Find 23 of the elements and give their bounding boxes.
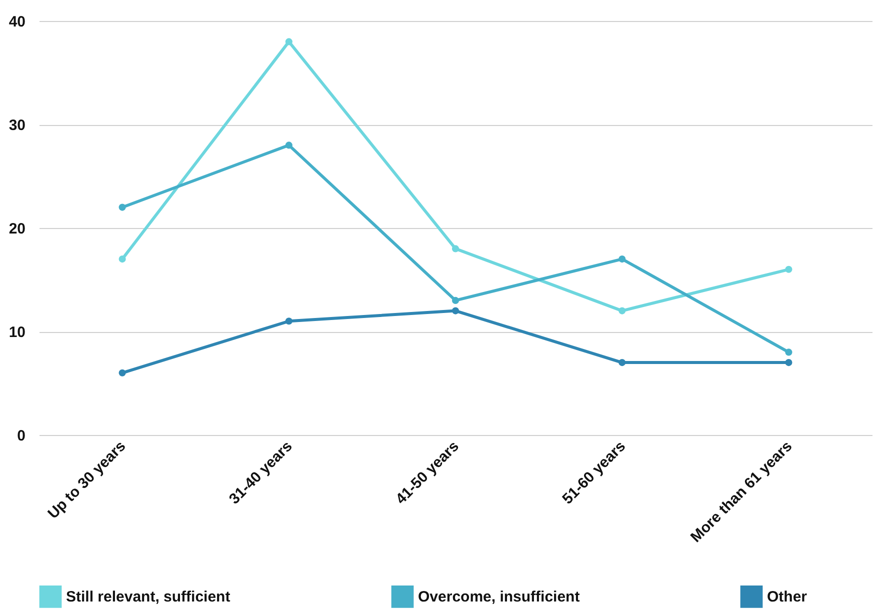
legend-label: Other: [767, 588, 808, 606]
point: [118, 204, 126, 211]
point: [285, 318, 292, 325]
point: [785, 359, 792, 366]
point: [285, 38, 292, 46]
point: [618, 307, 626, 314]
y-tick-label: 0: [17, 428, 26, 444]
y-tick-label: 40: [8, 14, 26, 30]
point: [452, 296, 460, 304]
y-tick-label: 10: [8, 324, 26, 341]
point: [618, 359, 626, 366]
point: [785, 348, 792, 356]
point: [118, 256, 126, 263]
y-tick-label: 30: [8, 117, 26, 134]
point: [452, 245, 460, 252]
point: [285, 142, 292, 149]
point: [452, 307, 460, 314]
point: [618, 256, 626, 263]
y-tick-label: 20: [8, 220, 26, 238]
point: [118, 369, 126, 376]
legend-label: Still relevant, sufficient: [66, 588, 230, 606]
point: [785, 266, 792, 273]
legend-label: Overcome, insufficient: [418, 588, 580, 606]
